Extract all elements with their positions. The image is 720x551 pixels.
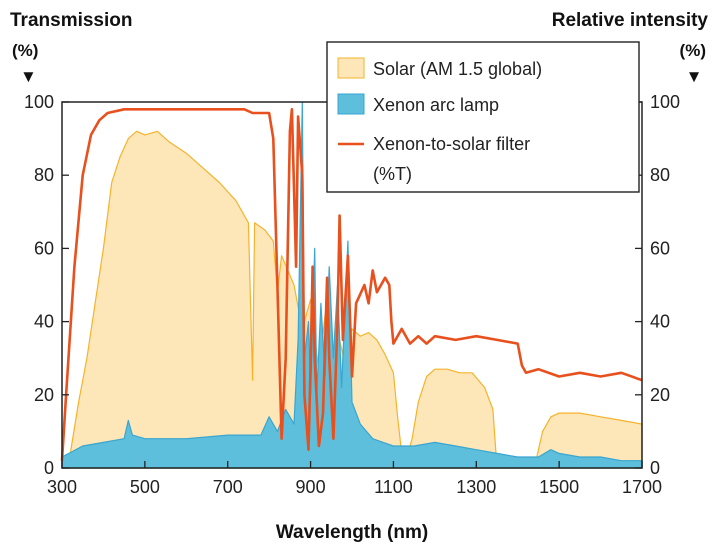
tick-layer: 0 20 40 60 80 100 0 20 40 60 80 100 300 500 700 900 1100… [24, 92, 680, 497]
right-axis-title: Relative intensity [552, 10, 709, 31]
left-tick-label: 0 [44, 458, 54, 478]
x-tick-label: 300 [47, 477, 77, 497]
left-tick-label: 80 [34, 165, 54, 185]
right-tick-label: 100 [650, 92, 680, 112]
right-tick-label: 0 [650, 458, 660, 478]
legend-label-xenon: Xenon arc lamp [373, 95, 499, 115]
left-axis-unit: (%) [12, 41, 38, 60]
x-axis-title: Wavelength (nm) [276, 522, 428, 543]
left-axis-title: Transmission [10, 10, 133, 31]
right-tick-label: 40 [650, 312, 670, 332]
left-tick-label: 20 [34, 385, 54, 405]
legend-swatch-xenon [337, 93, 365, 115]
series-layer [60, 101, 643, 469]
legend-label-solar: Solar (AM 1.5 global) [373, 59, 542, 79]
x-tick-label: 1700 [622, 477, 662, 497]
left-tick-label: 100 [24, 92, 54, 112]
legend-label-filter-unit: (%T) [373, 164, 412, 184]
right-axis-unit: (%) [680, 41, 706, 60]
legend-box [326, 41, 640, 193]
filter-line [60, 108, 643, 461]
x-tick-label: 1100 [374, 477, 413, 497]
left-tick-label: 40 [34, 312, 54, 332]
right-tick-label: 20 [650, 385, 670, 405]
x-tick-label: 700 [213, 477, 243, 497]
x-tick-label: 900 [296, 477, 326, 497]
x-tick-label: 1500 [539, 477, 579, 497]
legend-label-filter: Xenon-to-solar filter [373, 134, 530, 154]
x-tick-label: 500 [130, 477, 160, 497]
legend: Solar (AM 1.5 global) Xenon arc lamp Xen… [326, 41, 640, 193]
x-tick-label: 1300 [456, 477, 496, 497]
legend-swatch-solar [337, 57, 365, 79]
right-tick-label: 60 [650, 238, 670, 258]
left-tick-label: 60 [34, 238, 54, 258]
right-tick-label: 80 [650, 165, 670, 185]
left-axis-arrow: ▼ [20, 67, 37, 86]
right-axis-arrow: ▼ [686, 67, 703, 86]
